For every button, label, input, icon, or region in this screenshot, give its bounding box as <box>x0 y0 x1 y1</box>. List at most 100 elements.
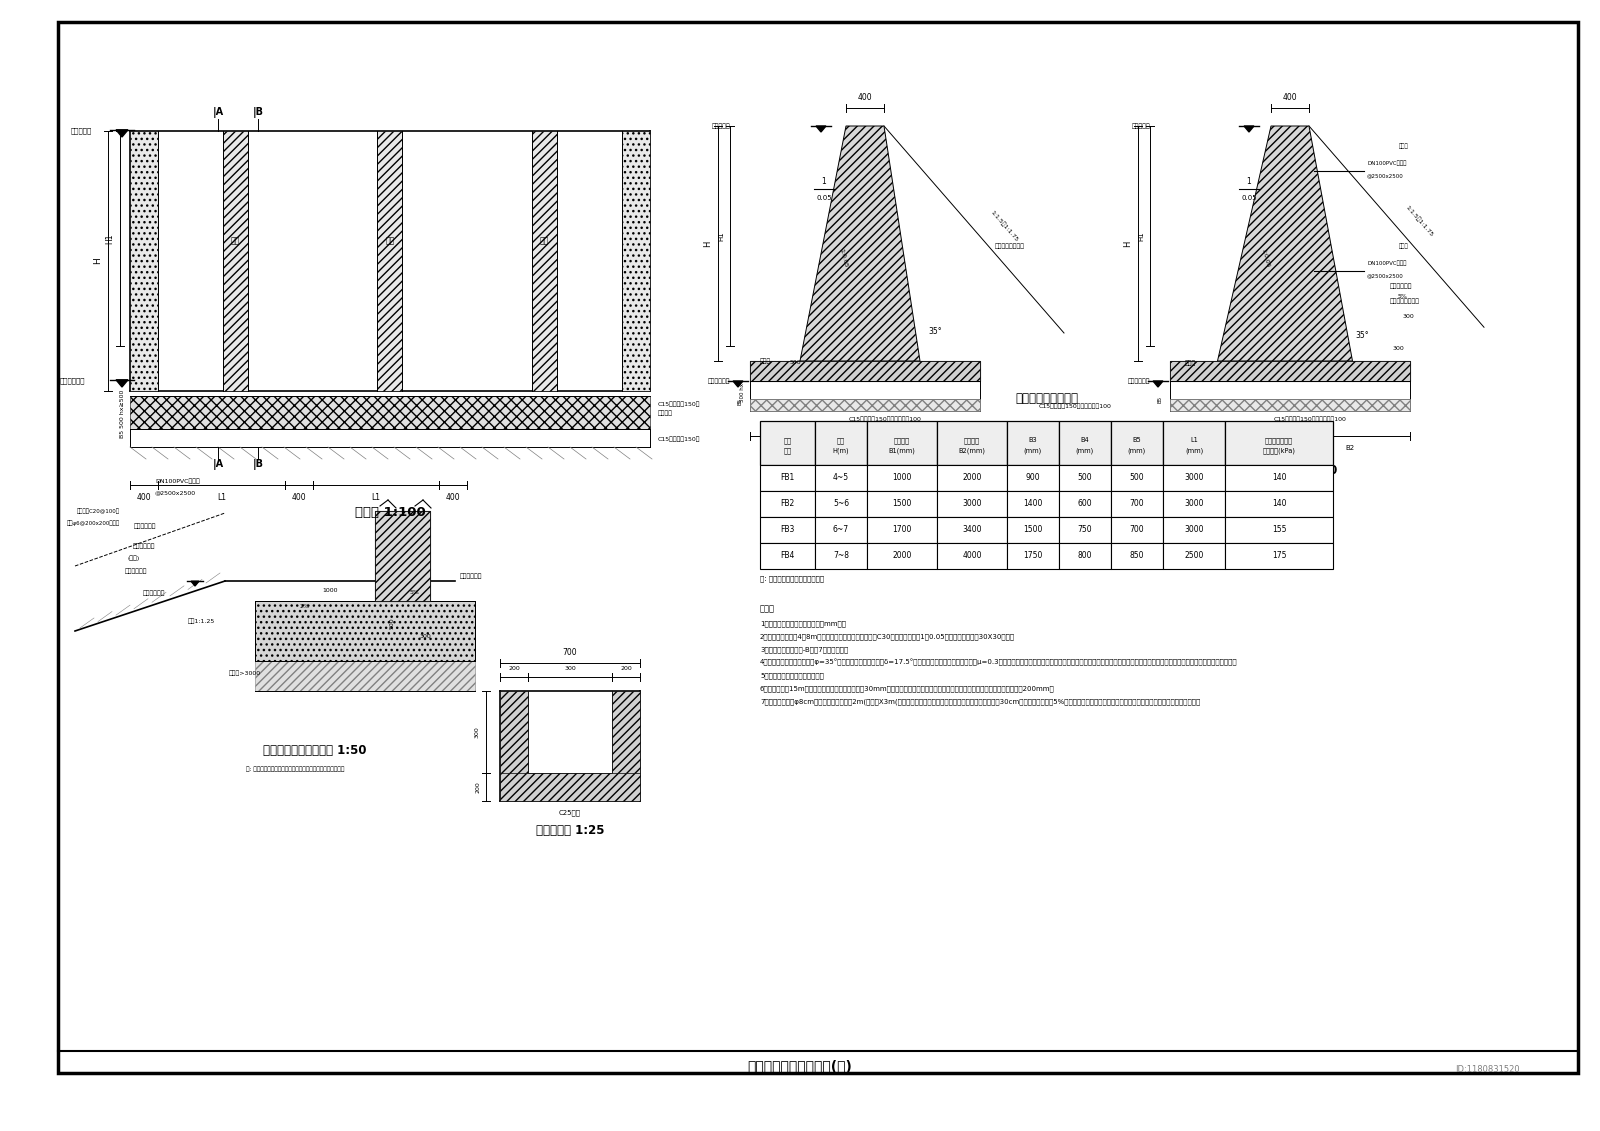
Bar <box>814 491 867 517</box>
Text: 700: 700 <box>1130 500 1144 509</box>
Text: B2: B2 <box>918 444 926 451</box>
Text: (岩质): (岩质) <box>128 555 141 561</box>
Text: L1: L1 <box>218 493 226 502</box>
Bar <box>1006 421 1059 465</box>
Text: 路堤扶壁式挡墙结构图(一): 路堤扶壁式挡墙结构图(一) <box>747 1059 853 1073</box>
Text: 140: 140 <box>1272 500 1286 509</box>
Text: 注: 地基承载力由勘测报告提供。: 注: 地基承载力由勘测报告提供。 <box>760 576 824 582</box>
Text: 1: 1 <box>1246 176 1251 185</box>
Text: 路基填筑要求范围: 路基填筑要求范围 <box>995 243 1026 249</box>
Text: 1:0.05: 1:0.05 <box>838 249 848 269</box>
Text: 175: 175 <box>1272 552 1286 561</box>
Bar <box>814 421 867 465</box>
Text: 3000: 3000 <box>1184 500 1203 509</box>
Bar <box>867 465 938 491</box>
Text: 现状地面标高: 现状地面标高 <box>707 378 730 383</box>
Text: H: H <box>1123 240 1133 247</box>
Bar <box>814 517 867 543</box>
Text: 3000: 3000 <box>1184 526 1203 535</box>
Bar <box>1110 491 1163 517</box>
Text: 注: 反滤包做法详重力式挡墙图集: 注: 反滤包做法详重力式挡墙图集 <box>1272 485 1328 491</box>
Text: 2000: 2000 <box>893 552 912 561</box>
Polygon shape <box>733 381 742 387</box>
Text: B1: B1 <box>1226 444 1235 451</box>
Bar <box>760 491 814 517</box>
Bar <box>938 421 1006 465</box>
Text: H1: H1 <box>1138 231 1144 241</box>
Text: A-A 1:100: A-A 1:100 <box>818 465 882 477</box>
Text: 泄水孔: 泄水孔 <box>1184 360 1195 365</box>
Bar <box>1059 517 1110 543</box>
Text: H: H <box>93 258 102 265</box>
Text: FB4: FB4 <box>781 552 795 561</box>
Text: 140: 140 <box>1272 474 1286 483</box>
Bar <box>222 131 248 391</box>
Bar <box>750 361 979 381</box>
Bar <box>760 465 814 491</box>
Bar <box>611 691 640 801</box>
Text: 喷面喷射C20@100厚: 喷面喷射C20@100厚 <box>77 508 120 513</box>
Text: 200: 200 <box>475 782 480 793</box>
Text: (mm): (mm) <box>1128 447 1146 454</box>
Bar <box>938 517 1006 543</box>
Bar <box>254 601 475 661</box>
Text: B5 500 hx≥500: B5 500 hx≥500 <box>120 390 125 438</box>
Text: @2500x2500: @2500x2500 <box>1366 274 1403 278</box>
Bar <box>1226 491 1333 517</box>
Bar <box>1059 421 1110 465</box>
Text: 7~8: 7~8 <box>834 552 850 561</box>
Text: 1700: 1700 <box>893 526 912 535</box>
Text: 0.05: 0.05 <box>1242 195 1258 201</box>
Text: 0.05: 0.05 <box>816 195 832 201</box>
Text: 现状地面标高: 现状地面标高 <box>1128 378 1150 383</box>
Text: 155: 155 <box>1272 526 1286 535</box>
Text: 35°: 35° <box>928 327 942 336</box>
Text: 坡面现状表面: 坡面现状表面 <box>134 524 157 529</box>
Bar <box>1163 491 1226 517</box>
Text: 扶壁式挡土墙参数表: 扶壁式挡土墙参数表 <box>1014 392 1078 406</box>
Bar <box>1226 465 1333 491</box>
Text: 600: 600 <box>1078 500 1093 509</box>
Bar <box>750 361 979 381</box>
Text: 700: 700 <box>1130 526 1144 535</box>
Text: 4、设计参数：墙背内摩擦角φ=35°，墙背和土的外摩擦系数δ=17.5°，垫层对挡土墙的地基底摩擦系数μ=0.3，墙背钢筋应根据附近土层，选用按覆度和透水性填的: 4、设计参数：墙背内摩擦角φ=35°，墙背和土的外摩擦系数δ=17.5°，垫层对… <box>760 659 1238 666</box>
Text: (mm): (mm) <box>1075 447 1094 454</box>
Bar <box>1163 517 1226 543</box>
Text: 800: 800 <box>1078 552 1093 561</box>
Text: 1500: 1500 <box>893 500 912 509</box>
Text: @2500x2500: @2500x2500 <box>1366 173 1403 179</box>
Text: 1500: 1500 <box>1024 526 1043 535</box>
Text: 200: 200 <box>621 666 632 671</box>
Bar <box>1006 543 1059 569</box>
Text: 注: FB4型挡墙hx>800，其他hx>700: 注: FB4型挡墙hx>800，其他hx>700 <box>810 485 901 491</box>
Text: 2000: 2000 <box>962 474 982 483</box>
Text: 修正后地基承载: 修正后地基承载 <box>1266 438 1293 443</box>
Bar <box>1163 543 1226 569</box>
Text: 砂砾石反滤层: 砂砾石反滤层 <box>1390 283 1413 288</box>
Text: 扶壁: 扶壁 <box>230 236 240 245</box>
Text: 1: 1 <box>822 176 826 185</box>
Text: 850: 850 <box>1130 552 1144 561</box>
Text: C15素砼垫层150厚，左右各多100: C15素砼垫层150厚，左右各多100 <box>1038 404 1112 408</box>
Text: 排水沟大样 1:25: 排水沟大样 1:25 <box>536 824 605 837</box>
Text: 2500: 2500 <box>1184 552 1203 561</box>
Text: B3: B3 <box>760 423 768 429</box>
Bar <box>1110 465 1163 491</box>
Bar <box>130 131 158 391</box>
Bar <box>254 661 475 691</box>
Text: 3000: 3000 <box>1184 474 1203 483</box>
Text: ID:1180831520: ID:1180831520 <box>1456 1064 1520 1073</box>
Text: 1:0.05: 1:0.05 <box>1261 249 1270 269</box>
Text: 后踵板长: 后踵板长 <box>963 438 979 443</box>
Text: B-B 1:100: B-B 1:100 <box>1274 465 1338 477</box>
Text: 反滤包: 反滤包 <box>1398 243 1408 249</box>
Bar <box>1226 517 1333 543</box>
Bar <box>1059 543 1110 569</box>
Text: 防滑台阶: 防滑台阶 <box>658 411 674 416</box>
Polygon shape <box>190 581 198 586</box>
Text: 砂砾石反滤层: 砂砾石反滤层 <box>461 573 483 579</box>
Text: @2500x2500: @2500x2500 <box>155 491 197 495</box>
Text: 300: 300 <box>419 633 430 639</box>
Text: 1000: 1000 <box>322 588 338 594</box>
Text: B4: B4 <box>1202 423 1210 429</box>
